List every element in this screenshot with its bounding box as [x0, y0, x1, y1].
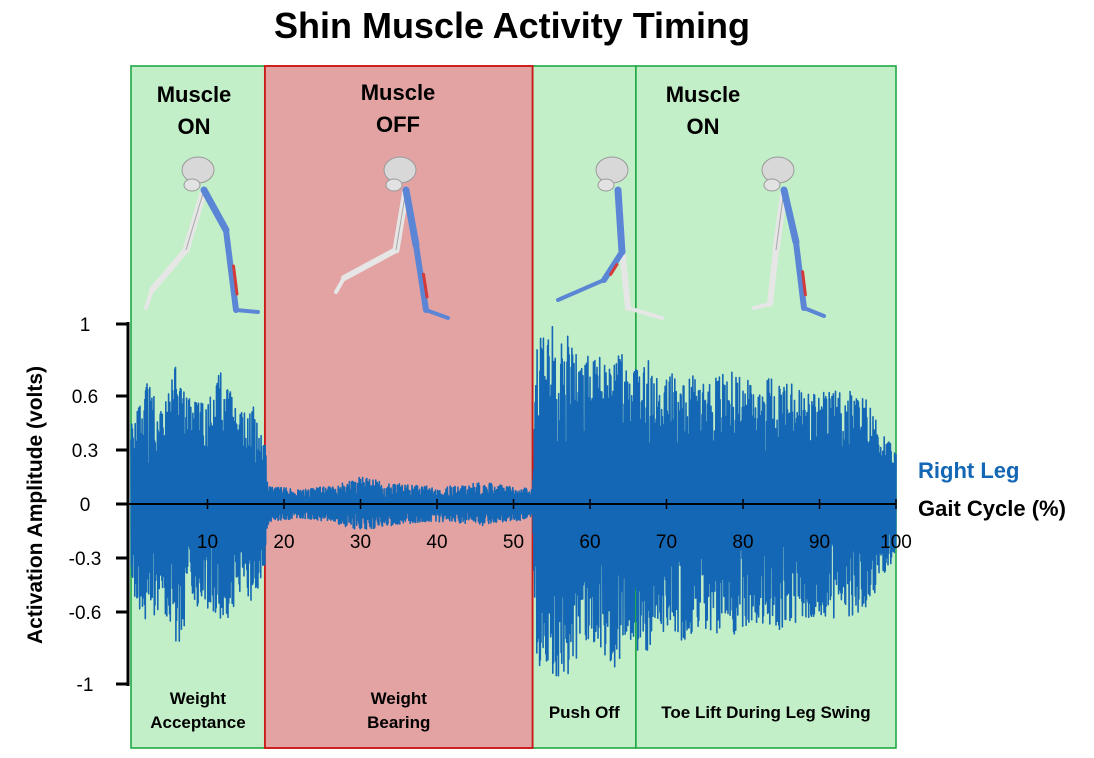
y-tick-label: 0.3	[72, 441, 98, 462]
y-tick-label: 0.6	[72, 387, 98, 408]
series-right-leg	[130, 325, 897, 677]
leg-figure-push-off	[556, 156, 664, 320]
phase-border-off	[263, 65, 534, 749]
phase-label-line1-0: Weight	[170, 689, 227, 708]
x-tick-label: 70	[656, 532, 677, 553]
phase-label-line1-2: Push Off	[549, 703, 620, 722]
x-tick-label: 50	[503, 532, 524, 553]
x-tick-label: 60	[579, 532, 600, 553]
axes: 1 0.6 0.3 0 -0.3 -0.6 -1 10 20 30 40 50 60 70 80 90 100	[69, 315, 912, 696]
phase-label-line2-1: Bearing	[367, 713, 430, 732]
legend-right-leg: Right Leg	[918, 458, 1019, 483]
y-tick-label: 0	[80, 495, 91, 516]
y-tick-label: -0.3	[69, 549, 102, 570]
y-tick-label: 1	[80, 315, 91, 336]
x-tick-label: 20	[273, 532, 294, 553]
leg-figure-weight-acceptance	[144, 156, 260, 314]
y-axis-label: Activation Amplitude (volts)	[24, 366, 47, 644]
leg-figure-leg-swing	[752, 156, 826, 318]
phase-state-line2-2: ON	[687, 114, 720, 139]
x-tick-label: 40	[426, 532, 447, 553]
emg-signal	[130, 325, 897, 677]
x-tick-label: 80	[732, 532, 753, 553]
x-tick-label: 10	[197, 532, 218, 553]
chart-title: Shin Muscle Activity Timing	[274, 5, 750, 46]
phase-state-line2-1: OFF	[376, 112, 420, 137]
leg-figure-weight-bearing	[334, 156, 450, 320]
y-tick-label: -1	[77, 675, 94, 696]
phase-state-line1-2: Muscle	[666, 82, 741, 107]
phase-state-line1-0: Muscle	[157, 82, 232, 107]
x-tick-label: 30	[350, 532, 371, 553]
phase-state-line1-1: Muscle	[361, 80, 436, 105]
y-tick-label: -0.6	[69, 603, 102, 624]
leg-figures	[144, 156, 826, 320]
phase-label-line1-3: Toe Lift During Leg Swing	[661, 703, 870, 722]
phase-region-3	[635, 65, 897, 749]
phase-label-line1-1: Weight	[371, 689, 428, 708]
x-tick-label: 100	[880, 532, 912, 553]
text-labels: Shin Muscle Activity Timing Activation A…	[24, 5, 1066, 732]
x-tick-label: 90	[809, 532, 830, 553]
x-axis-label: Gait Cycle (%)	[918, 496, 1066, 521]
phase-state-line2-0: ON	[178, 114, 211, 139]
phase-label-line2-0: Acceptance	[150, 713, 245, 732]
